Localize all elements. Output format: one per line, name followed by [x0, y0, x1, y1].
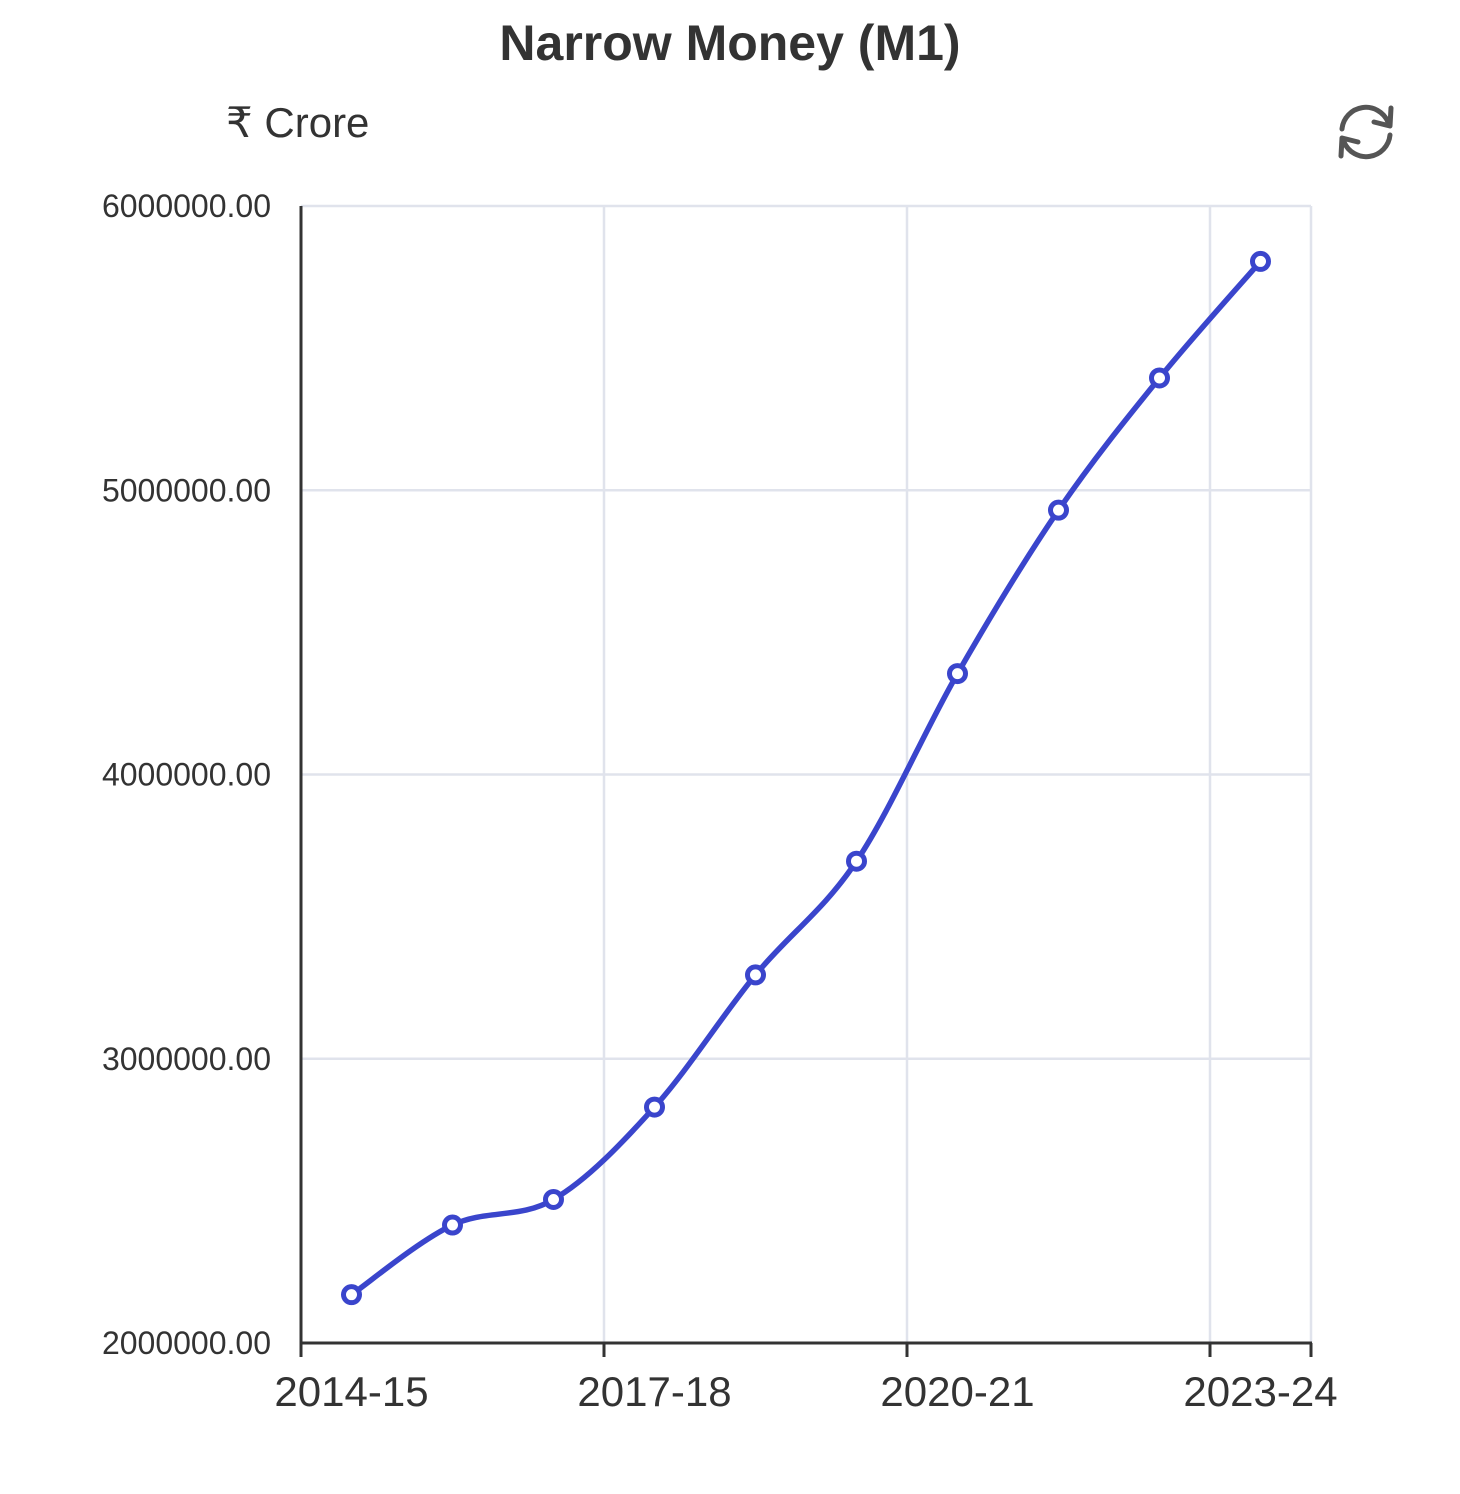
data-point	[341, 1284, 362, 1306]
series-line	[348, 258, 1264, 1298]
y-tick-label: 4000000.00	[102, 757, 271, 793]
data-point	[1048, 499, 1069, 521]
y-axis-unit-label: ₹ Crore	[226, 99, 370, 146]
refresh-button[interactable]	[1330, 96, 1402, 168]
y-tick-label: 3000000.00	[102, 1041, 271, 1077]
data-point	[846, 850, 867, 872]
y-tick-label: 6000000.00	[102, 188, 271, 224]
data-point	[442, 1214, 463, 1236]
x-tick-label: 2020-21	[880, 1368, 1034, 1415]
data-point	[543, 1188, 564, 1210]
y-tick-label: 2000000.00	[102, 1325, 271, 1361]
data-point	[745, 964, 766, 986]
x-tick-label: 2014-15	[274, 1368, 428, 1415]
refresh-icon	[1338, 104, 1394, 160]
x-tick-label: 2023-24	[1183, 1368, 1337, 1415]
data-point	[644, 1096, 665, 1118]
x-tick-label: 2017-18	[577, 1368, 731, 1415]
data-point	[1149, 367, 1170, 389]
data-point	[947, 663, 968, 685]
chart-title: Narrow Money (M1)	[499, 15, 961, 71]
y-tick-label: 5000000.00	[102, 472, 271, 508]
data-point	[1250, 250, 1271, 272]
